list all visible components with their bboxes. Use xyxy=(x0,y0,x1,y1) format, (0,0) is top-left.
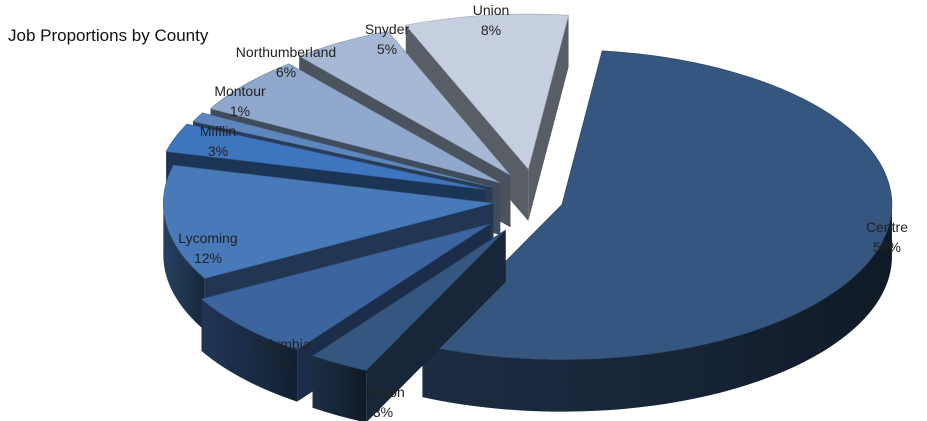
data-label-lycoming: Lycoming 12% xyxy=(178,230,237,266)
category-label: Lycoming xyxy=(178,230,237,246)
category-label: Mifflin xyxy=(200,123,236,139)
slice-top xyxy=(192,112,493,188)
category-label: Clinton xyxy=(361,384,405,400)
data-label-mifflin: Mifflin 3% xyxy=(200,123,236,159)
slice-top xyxy=(311,229,506,371)
category-label: Union xyxy=(473,2,510,18)
data-label-union: Union 8% xyxy=(473,2,510,38)
data-labels: Centre 55% Clinton 3% Columbia 7% Lycoming 12% M… xyxy=(178,2,908,420)
slice-side xyxy=(312,355,367,421)
slice-top xyxy=(405,13,569,170)
slice-top xyxy=(421,50,893,360)
percent-label: 5% xyxy=(377,41,397,57)
percent-label: 12% xyxy=(194,250,222,266)
slice-clinton xyxy=(311,229,506,421)
slice-top xyxy=(298,31,511,176)
percent-label: 55% xyxy=(873,239,901,255)
slice-top xyxy=(163,164,494,279)
data-label-columbia: Columbia 7% xyxy=(251,336,310,372)
data-label-northumberland: Northumberland 6% xyxy=(236,44,336,80)
pie-slices xyxy=(163,13,893,421)
slice-top xyxy=(209,63,501,184)
slice-top xyxy=(200,223,491,350)
slice-side xyxy=(422,204,892,412)
data-label-montour: Montour 1% xyxy=(214,83,266,119)
percent-label: 7% xyxy=(271,356,291,372)
category-label: Centre xyxy=(866,219,908,235)
data-label-centre: Centre 55% xyxy=(866,219,908,255)
category-label: Snyder xyxy=(365,21,410,37)
category-label: Columbia xyxy=(251,336,310,352)
percent-label: 3% xyxy=(373,404,393,420)
percent-label: 3% xyxy=(208,143,228,159)
percent-label: 8% xyxy=(481,22,501,38)
slice-centre xyxy=(421,50,893,412)
data-label-clinton: Clinton 3% xyxy=(361,384,405,420)
category-label: Northumberland xyxy=(236,44,336,60)
data-label-snyder: Snyder 5% xyxy=(365,21,410,57)
percent-label: 6% xyxy=(276,64,296,80)
percent-label: 1% xyxy=(230,103,250,119)
category-label: Montour xyxy=(214,83,266,99)
slice-side xyxy=(163,203,205,331)
slice-side xyxy=(201,299,298,402)
chart-title: Job Proportions by County xyxy=(8,26,209,45)
slice-top xyxy=(165,123,487,190)
slice-wall xyxy=(528,15,569,222)
